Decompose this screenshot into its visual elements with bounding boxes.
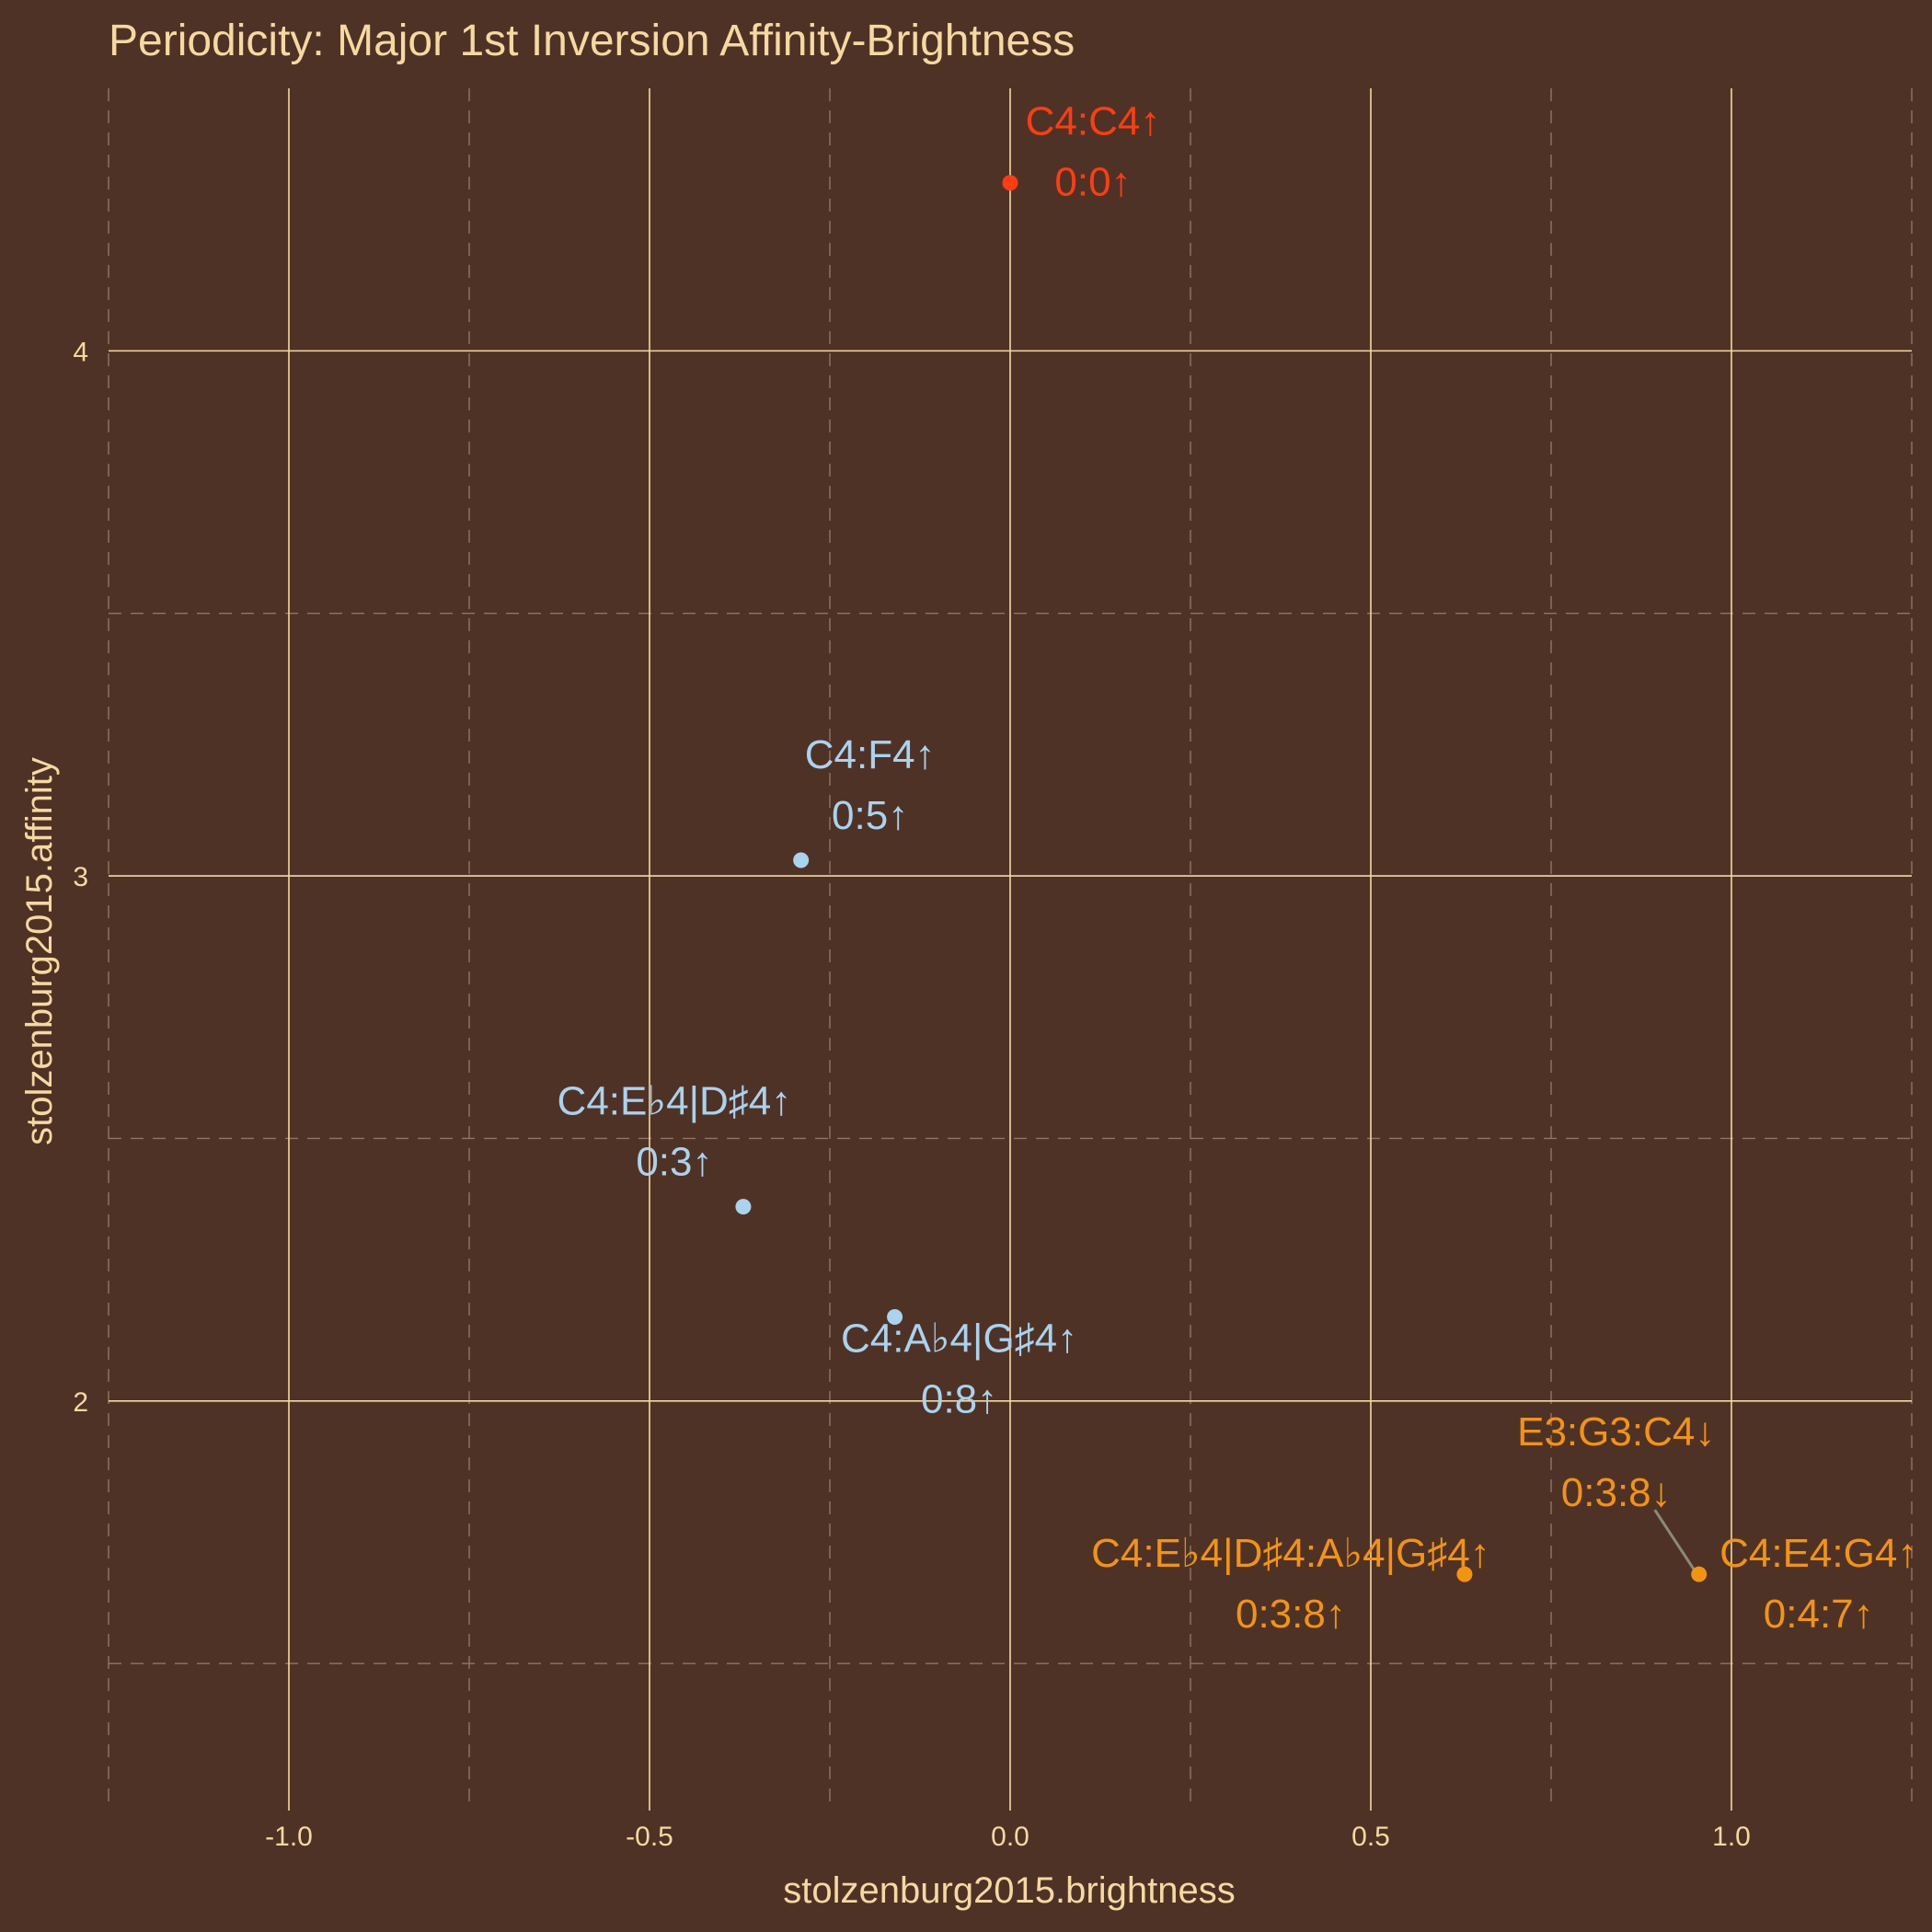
point-label-chord: E3:G3:C4↓ (1517, 1409, 1715, 1455)
point-label-pitch: 0:5↑ (832, 793, 908, 838)
data-point (793, 852, 810, 868)
x-axis-title: stolzenburg2015.brightness (783, 1870, 1235, 1911)
data-point (1456, 1566, 1473, 1582)
x-tick-label: 1.0 (1712, 1822, 1751, 1852)
connectors (1653, 1509, 1695, 1570)
data-point (887, 1309, 903, 1326)
y-axis-title: stolzenburg2015.affinity (19, 757, 60, 1145)
point-labels: C4:C4↑ 0:0↑ C4:F4↑ 0:5↑ C4:E♭4|D♯4↑ 0:3↑ C4:A♭… (558, 99, 1918, 1637)
point-label-chord: C4:F4↑ (805, 732, 936, 777)
point-label-pitch: 0:8↑ (921, 1377, 997, 1422)
x-tick-label: 0.5 (1351, 1822, 1390, 1852)
grid (108, 88, 1913, 1811)
chart-title: Periodicity: Major 1st Inversion Affinit… (109, 17, 1075, 65)
point-label-pitch: 0:4:7↑ (1764, 1592, 1874, 1637)
point-label-chord: C4:E♭4|D♯4↑ (558, 1079, 792, 1124)
data-point (1691, 1566, 1708, 1582)
point-label-pitch: 0:3↑ (636, 1140, 712, 1185)
x-tick-label: 0.0 (991, 1822, 1029, 1852)
y-tick-label: 2 (73, 1387, 88, 1418)
point-label-chord: C4:C4↑ (1026, 99, 1161, 144)
point-label-chord: C4:E♭4|D♯4:A♭4|G♯4↑ (1091, 1531, 1490, 1576)
y-tick-label: 4 (73, 337, 88, 367)
data-point (735, 1199, 752, 1215)
point-label-pitch: 0:3:8↑ (1236, 1592, 1346, 1637)
x-tick-label: -0.5 (626, 1822, 673, 1852)
data-points (735, 175, 1708, 1582)
point-label-pitch: 0:0↑ (1054, 160, 1131, 205)
x-tick-label: -1.0 (265, 1822, 313, 1852)
axis-ticks: -1.0 -0.5 0.0 0.5 1.0 2 3 4 (73, 337, 1751, 1852)
point-label-pitch: 0:3:8↓ (1561, 1470, 1672, 1515)
y-tick-label: 3 (73, 862, 88, 892)
data-point (1002, 175, 1018, 191)
point-label-chord: C4:A♭4|G♯4↑ (841, 1317, 1077, 1362)
label-connector (1653, 1509, 1695, 1570)
point-label-chord: C4:E4:G4↑ (1719, 1531, 1917, 1576)
